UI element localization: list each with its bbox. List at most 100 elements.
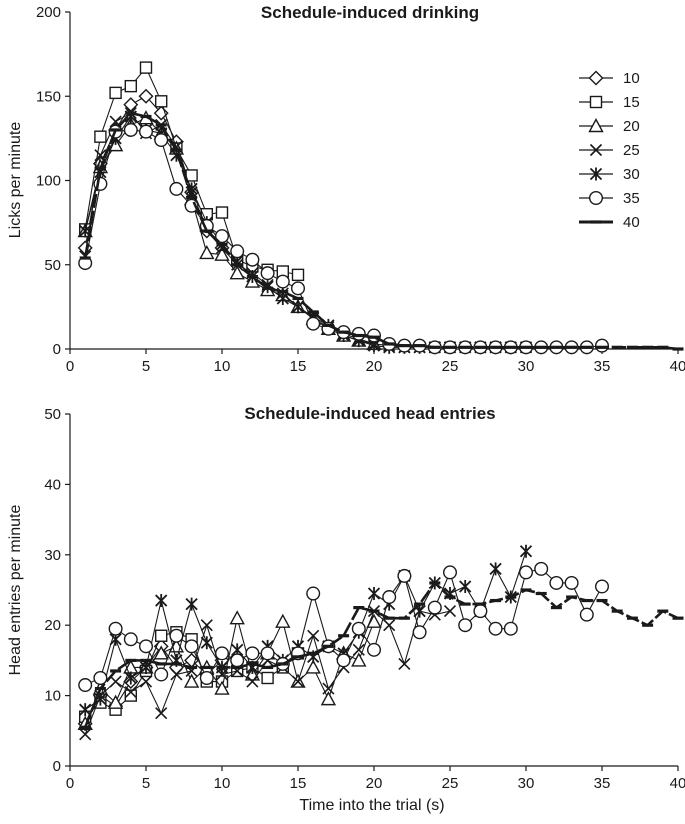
head-entries-point-35 (473, 604, 488, 619)
legend-entry-25: 25 (623, 142, 640, 159)
head-entries-point-20 (351, 652, 367, 667)
legend-entry-30: 30 (623, 166, 640, 183)
drinking-point-35 (214, 229, 229, 244)
head-entries-point-35 (397, 568, 412, 583)
head-entries-y-tick-label: 50 (44, 406, 61, 423)
drinking-x-tick-label: 40 (670, 358, 685, 375)
head-entries-x-tick-label: 0 (66, 775, 74, 792)
head-entries-point-35 (306, 586, 321, 601)
head-entries-point-20 (153, 645, 169, 660)
head-entries-point-25 (383, 619, 396, 632)
head-entries-point-25 (139, 675, 153, 688)
head-entries-series-line-40 (83, 581, 679, 728)
drinking-series-15 (78, 61, 305, 282)
head-entries-point-35 (184, 639, 199, 654)
drinking-point-15 (109, 86, 122, 100)
head-entries-point-30 (94, 692, 107, 706)
drinking-point-15 (291, 268, 305, 282)
legend-entry-40: 40 (623, 214, 640, 231)
drinking-point-35 (291, 281, 306, 296)
drinking-point-15 (124, 79, 138, 93)
head-entries-y-tick-label: 20 (44, 617, 61, 634)
head-entries-series-40 (79, 581, 684, 729)
drinking-x-tick-label: 10 (214, 358, 231, 375)
head-entries-point-35 (367, 642, 382, 657)
head-entries-point-15 (261, 671, 274, 685)
drinking-series-line-25 (84, 112, 450, 348)
head-entries-point-30 (367, 587, 381, 601)
drinking-point-35 (138, 124, 153, 139)
head-entries-point-20 (275, 613, 291, 628)
drinking-x-tick-label: 15 (290, 358, 307, 375)
head-entries-point-30 (519, 544, 533, 558)
head-entries-point-30 (155, 594, 168, 608)
head-entries-point-35 (412, 625, 427, 640)
head-entries-y-tick-label: 10 (44, 688, 61, 705)
drinking-point-35 (245, 252, 260, 267)
head-entries-point-25 (398, 657, 411, 670)
head-entries-point-25 (291, 675, 305, 688)
head-entries-point-35 (78, 678, 93, 693)
legend-marker-25 (589, 143, 603, 157)
head-entries-point-25 (170, 668, 183, 681)
drinking-point-15 (215, 206, 229, 219)
drinking-point-35 (275, 274, 290, 289)
head-entries-point-20 (320, 691, 337, 706)
drinking-y-tick-label: 150 (36, 88, 61, 105)
head-entries-point-35 (260, 646, 275, 661)
head-entries-chart-title: Schedule-induced head entries (244, 404, 495, 423)
head-entries-point-20 (183, 673, 200, 688)
drinking-x-tick-label: 20 (366, 358, 383, 375)
head-entries-point-30 (459, 579, 472, 593)
drinking-series-30 (79, 109, 533, 354)
head-entries-point-30 (200, 636, 213, 650)
head-entries-point-15 (124, 689, 138, 702)
head-entries-point-25 (352, 643, 365, 656)
head-entries-point-35 (138, 639, 153, 654)
drinking-point-30 (276, 291, 289, 305)
head-entries-point-35 (154, 667, 169, 682)
drinking-legend: 10 15 20 25 30 35 40 (579, 70, 640, 231)
legend-entry-10: 10 (623, 70, 640, 87)
legend-marker-20 (588, 118, 604, 133)
head-entries-point-35 (230, 653, 245, 668)
head-entries-x-tick-label: 15 (290, 775, 307, 792)
drinking-point-15 (94, 130, 107, 143)
head-entries-point-35 (503, 621, 518, 636)
drinking-point-20 (199, 244, 215, 260)
head-entries-point-35 (336, 653, 351, 668)
head-entries-point-25 (155, 707, 168, 720)
drinking-series-line-40 (83, 111, 679, 351)
head-entries-point-30 (79, 703, 92, 717)
head-entries-point-20 (107, 694, 124, 709)
head-entries-point-25 (200, 619, 213, 632)
drinking-point-35 (595, 338, 610, 353)
head-entries-y-axis-label: Head entries per minute (7, 505, 24, 676)
head-entries-series-20 (77, 610, 382, 730)
head-entries-point-20 (366, 613, 382, 628)
drinking-series-35 (78, 122, 610, 355)
head-entries-point-20 (214, 680, 230, 695)
drinking-y-tick-label: 0 (53, 341, 61, 358)
drinking-point-35 (154, 133, 169, 148)
head-entries-point-35 (427, 600, 442, 615)
drinking-point-25 (94, 149, 107, 162)
legend-entry-20: 20 (623, 118, 640, 135)
head-entries-point-35 (93, 671, 108, 686)
legend-entry-15: 15 (623, 94, 640, 111)
drinking-point-20 (229, 265, 245, 280)
head-entries-point-35 (245, 646, 260, 661)
x-axis-label: Time into the trial (s) (299, 797, 444, 814)
head-entries-x-tick-label: 25 (442, 775, 459, 792)
head-entries-x-tick-label: 40 (670, 775, 685, 792)
head-entries-point-30 (139, 660, 153, 674)
drinking-y-tick-label: 50 (44, 257, 61, 274)
head-entries-x-tick-label: 20 (366, 775, 383, 792)
drinking-point-35 (123, 122, 138, 137)
head-entries-point-35 (169, 628, 184, 643)
head-entries-point-35 (579, 607, 594, 622)
drinking-series-line-20 (84, 117, 375, 345)
head-entries-point-25 (246, 675, 259, 688)
head-entries-point-35 (519, 565, 534, 580)
